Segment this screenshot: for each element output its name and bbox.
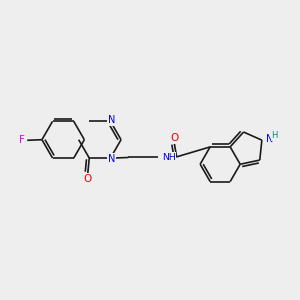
Text: O: O bbox=[84, 174, 92, 184]
Text: N: N bbox=[266, 134, 273, 144]
Text: O: O bbox=[171, 133, 179, 143]
Text: F: F bbox=[19, 135, 25, 145]
Text: N: N bbox=[108, 154, 116, 164]
Text: H: H bbox=[271, 131, 278, 140]
Text: NH: NH bbox=[162, 153, 175, 162]
Text: N: N bbox=[108, 116, 115, 125]
